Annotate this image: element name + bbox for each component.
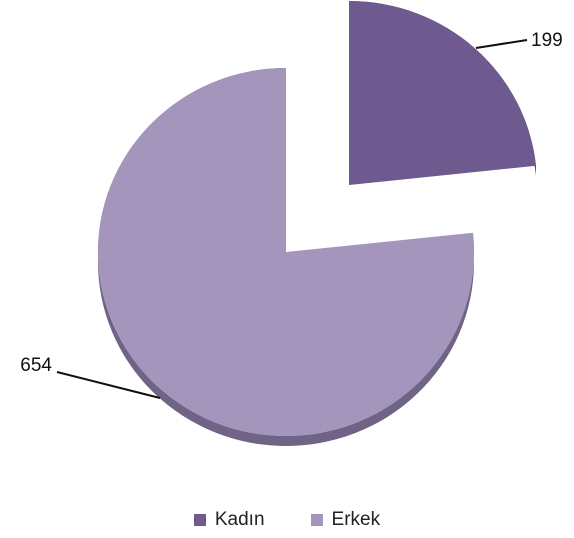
data-label-erkek-leader: [56, 371, 161, 399]
legend-item-kadin: Kadın: [193, 509, 265, 531]
data-label-kad-n: 199: [531, 30, 563, 51]
legend: Kadın Erkek: [0, 506, 574, 534]
legend-swatch-kadin: [193, 514, 206, 526]
legend-item-erkek: Erkek: [310, 509, 381, 531]
legend-swatch-erkek: [310, 514, 323, 526]
legend-label-kadin: Kadın: [214, 509, 265, 530]
slice-kad-n: [349, 1, 536, 185]
data-label-kad-n-leader: [475, 39, 528, 49]
data-label-erkek: 654: [20, 355, 52, 376]
legend-label-erkek: Erkek: [331, 509, 381, 530]
slice-erkek: [97, 68, 475, 436]
